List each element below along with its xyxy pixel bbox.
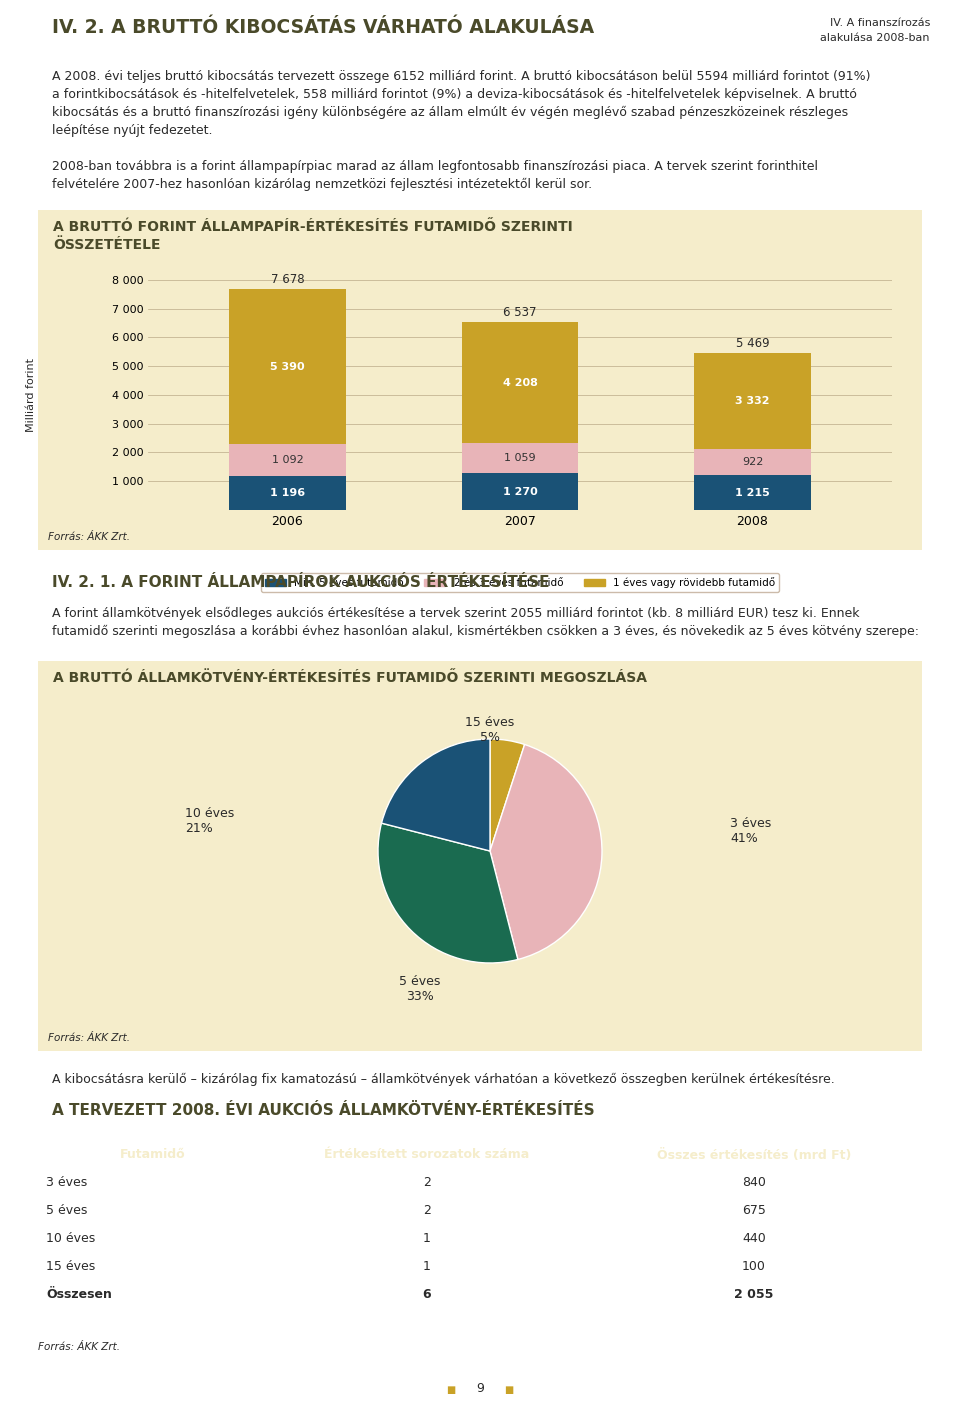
Text: Összesen: Összesen <box>46 1289 112 1301</box>
Text: 3 332: 3 332 <box>735 396 770 406</box>
Bar <box>229 444 346 476</box>
Wedge shape <box>490 745 602 959</box>
Text: 3 éves
41%: 3 éves 41% <box>730 817 771 845</box>
Text: 7 678: 7 678 <box>271 273 304 287</box>
Text: a forintkibocsátások és -hitelfelvetelek, 558 milliárd forintot (9%) a deviza-ki: a forintkibocsátások és -hitelfelvetelek… <box>52 88 857 100</box>
Text: Futamidő: Futamidő <box>120 1149 185 1161</box>
Text: Értékesített sorozatok száma: Értékesített sorozatok száma <box>324 1149 530 1161</box>
Bar <box>694 353 810 448</box>
Text: 3 éves: 3 éves <box>46 1177 87 1190</box>
Bar <box>229 476 346 510</box>
Text: 1 092: 1 092 <box>272 455 303 465</box>
Text: kibocsátás és a bruttó finanszírozási igény különbségére az állam elmúlt év végé: kibocsátás és a bruttó finanszírozási ig… <box>52 106 848 119</box>
Text: Forrás: ÁKK Zrt.: Forrás: ÁKK Zrt. <box>48 533 130 543</box>
Bar <box>694 475 810 510</box>
Text: 2: 2 <box>423 1177 431 1190</box>
Text: futamidő szerinti megoszlása a korábbi évhez hasonlóan alakul, kismértékben csök: futamidő szerinti megoszlása a korábbi é… <box>52 625 919 639</box>
Text: 9: 9 <box>476 1382 484 1395</box>
Text: 1: 1 <box>423 1260 431 1273</box>
Text: 6 537: 6 537 <box>503 307 537 319</box>
Text: 1 270: 1 270 <box>503 486 538 497</box>
Text: 2: 2 <box>423 1204 431 1218</box>
Text: 1 196: 1 196 <box>270 487 305 497</box>
Text: 922: 922 <box>742 456 763 466</box>
Text: 100: 100 <box>742 1260 766 1273</box>
Text: 1: 1 <box>423 1232 431 1245</box>
Text: 5 469: 5 469 <box>735 336 769 350</box>
Text: A forint államkötvények elsődleges aukciós értékesítése a tervek szerint 2055 mi: A forint államkötvények elsődleges aukci… <box>52 608 859 620</box>
Text: 5 éves
33%: 5 éves 33% <box>399 975 441 1003</box>
Text: 840: 840 <box>742 1177 766 1190</box>
Text: IV. 2. A BRUTTÓ KIBOCSÁTÁS VÁRHATÓ ALAKULÁSA: IV. 2. A BRUTTÓ KIBOCSÁTÁS VÁRHATÓ ALAKU… <box>52 18 594 37</box>
Text: IV. A finanszírozás: IV. A finanszírozás <box>829 18 930 28</box>
Text: felvételére 2007-hez hasonlóan kizárólag nemzetközi fejlesztési intézetektől ker: felvételére 2007-hez hasonlóan kizárólag… <box>52 178 592 191</box>
Text: ÖSSZETÉTELE: ÖSSZETÉTELE <box>53 237 160 252</box>
Text: 1 059: 1 059 <box>504 454 536 463</box>
Text: 15 éves: 15 éves <box>46 1260 95 1273</box>
Y-axis label: Milliárd forint: Milliárd forint <box>27 357 36 432</box>
Text: leépítése nyújt fedezetet.: leépítése nyújt fedezetet. <box>52 124 212 137</box>
Text: 2008-ban továbbra is a forint állampapírpiac marad az állam legfontosabb finansz: 2008-ban továbbra is a forint állampapír… <box>52 160 818 172</box>
Text: Összes értékesítés (mrd Ft): Összes értékesítés (mrd Ft) <box>657 1149 852 1161</box>
Text: ■: ■ <box>446 1385 456 1395</box>
Text: A 2008. évi teljes bruttó kibocsátás tervezett összege 6152 milliárd forint. A b: A 2008. évi teljes bruttó kibocsátás ter… <box>52 71 871 83</box>
Wedge shape <box>381 739 490 851</box>
Text: 1 215: 1 215 <box>735 487 770 497</box>
Text: A BRUTTÓ ÁLLAMKÖTVÉNY-ÉRTÉKESÍTÉS FUTAMIDŐ SZERINTI MEGOSZLÁSA: A BRUTTÓ ÁLLAMKÖTVÉNY-ÉRTÉKESÍTÉS FUTAMI… <box>53 671 647 685</box>
Text: A TERVEZETT 2008. ÉVI AUKCIÓS ÁLLAMKÖTVÉNY-ÉRTÉKESÍTÉS: A TERVEZETT 2008. ÉVI AUKCIÓS ÁLLAMKÖTVÉ… <box>52 1104 594 1118</box>
Text: A kibocsátásra kerülő – kizárólag fix kamatozású – államkötvények várhatóan a kö: A kibocsátásra kerülő – kizárólag fix ka… <box>52 1072 835 1087</box>
Wedge shape <box>378 824 517 964</box>
Text: Forrás: ÁKK Zrt.: Forrás: ÁKK Zrt. <box>48 1033 130 1043</box>
Text: alakulása 2008-ban: alakulása 2008-ban <box>821 32 930 42</box>
Text: 10 éves: 10 éves <box>46 1232 95 1245</box>
Text: 4 208: 4 208 <box>503 377 538 387</box>
Wedge shape <box>490 739 524 851</box>
Bar <box>694 448 810 475</box>
Text: IV. 2. 1. A FORINT ÁLLAMPAPÍROK AUKCIÓS ÉRTÉKESÍTÉSE: IV. 2. 1. A FORINT ÁLLAMPAPÍROK AUKCIÓS … <box>52 575 549 591</box>
Text: 5 éves: 5 éves <box>46 1204 87 1218</box>
Bar <box>462 322 578 444</box>
Legend: Min. 5 éves futamidő, 2 és 3 éves futamidő, 1 éves vagy rövidebb futamidő: Min. 5 éves futamidő, 2 és 3 éves futami… <box>260 572 780 592</box>
Text: 15 éves
5%: 15 éves 5% <box>466 716 515 745</box>
Text: A BRUTTÓ FORINT ÁLLAMPAPÍR-ÉRTÉKESÍTÉS FUTAMIDŐ SZERINTI: A BRUTTÓ FORINT ÁLLAMPAPÍR-ÉRTÉKESÍTÉS F… <box>53 220 573 235</box>
Bar <box>229 290 346 444</box>
Text: 675: 675 <box>742 1204 766 1218</box>
Text: 2 055: 2 055 <box>734 1289 774 1301</box>
Text: Forrás: ÁKK Zrt.: Forrás: ÁKK Zrt. <box>38 1342 120 1352</box>
Bar <box>462 444 578 473</box>
Text: ■: ■ <box>504 1385 514 1395</box>
Bar <box>462 473 578 510</box>
Text: 10 éves
21%: 10 éves 21% <box>185 807 234 835</box>
Text: 6: 6 <box>422 1289 431 1301</box>
Text: 5 390: 5 390 <box>270 362 305 372</box>
Text: 440: 440 <box>742 1232 766 1245</box>
